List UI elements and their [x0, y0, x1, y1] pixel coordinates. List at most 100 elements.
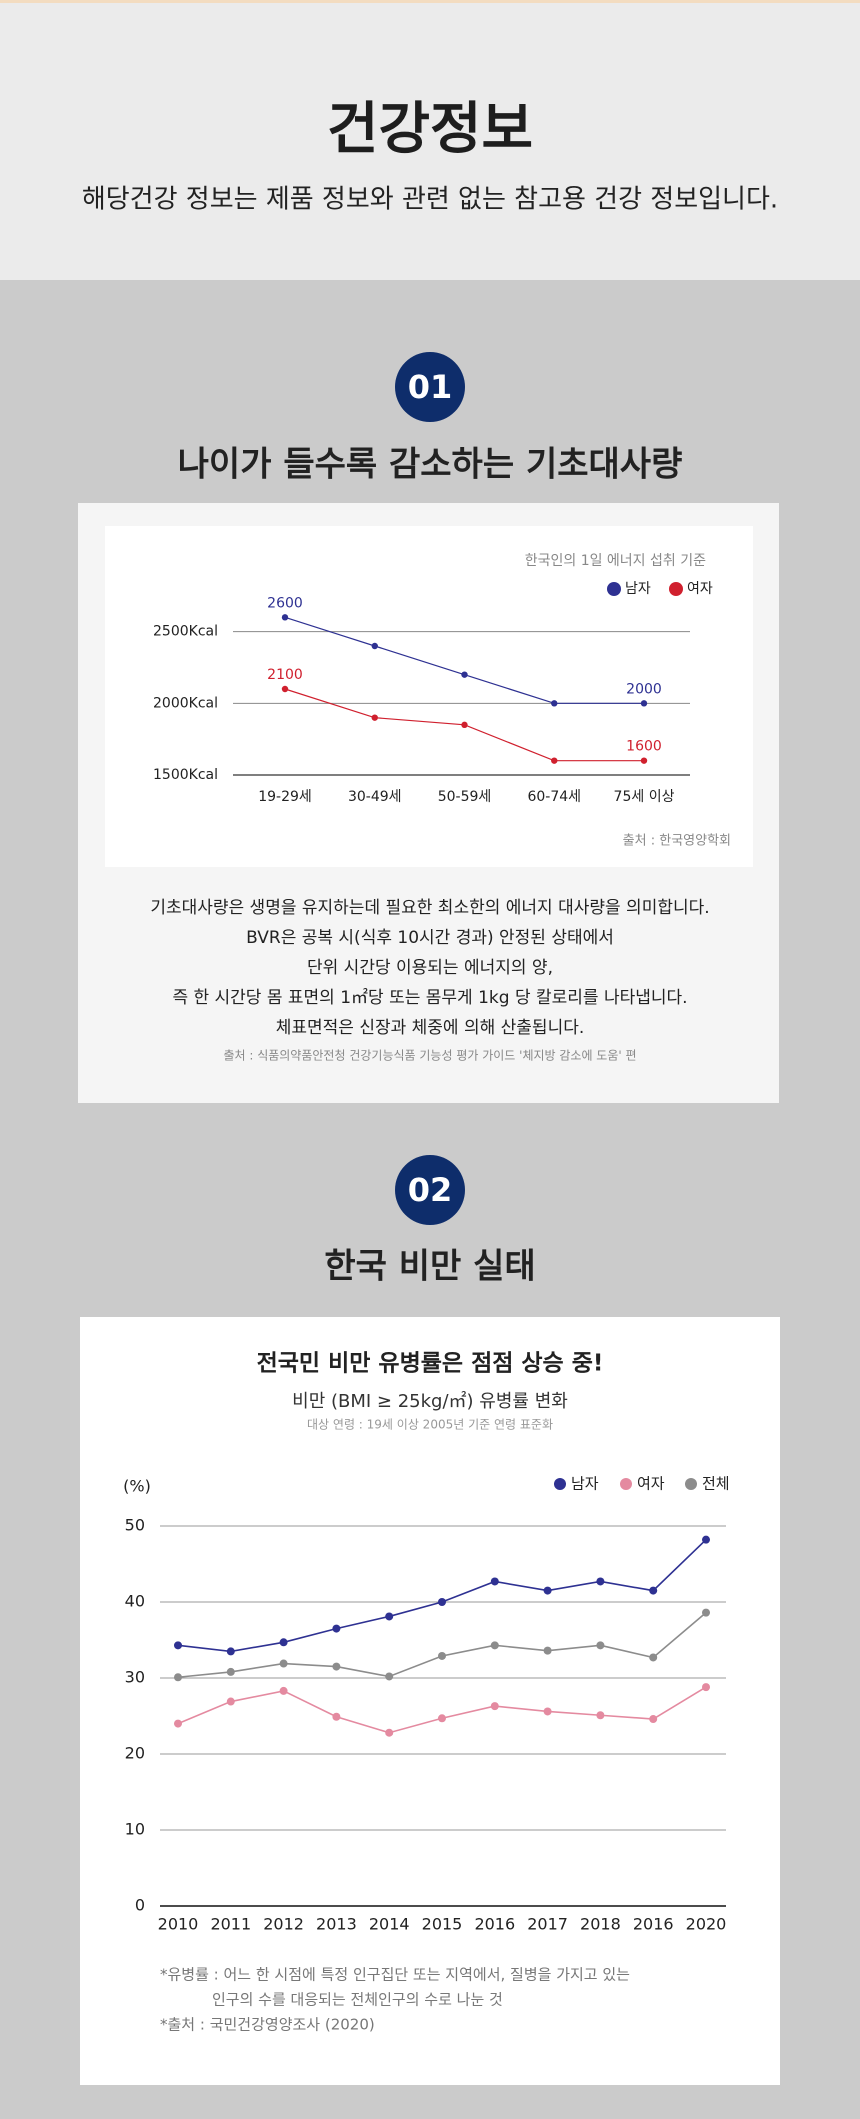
description-line: 체표면적은 신장과 체중에 의해 산출됩니다.: [276, 1018, 585, 1038]
data-point: [279, 1638, 288, 1647]
data-point: [596, 1641, 605, 1650]
data-point: [174, 1719, 182, 1728]
data-point: [332, 1712, 341, 1721]
x-tick-label: 2016: [474, 1915, 515, 1934]
x-tick-label: 2013: [316, 1915, 357, 1934]
x-tick-label: 2018: [580, 1915, 621, 1934]
data-point: [279, 1659, 288, 1668]
x-tick-label: 19-29세: [258, 789, 312, 805]
x-tick-label: 30-49세: [348, 789, 402, 805]
y-axis-label: (%): [123, 1477, 151, 1496]
legend-label: 전체: [702, 1475, 730, 1493]
x-tick-label: 2020: [686, 1915, 727, 1934]
legend-label: 여자: [687, 581, 713, 597]
data-point: [461, 671, 468, 678]
x-tick-label: 75세 이상: [614, 789, 675, 805]
y-tick-label: 2000Kcal: [153, 695, 218, 711]
data-label: 1600: [626, 739, 662, 755]
description-line: 즉 한 시간당 몸 표면의 1㎡당 또는 몸무게 1kg 당 칼로리를 나타냅니…: [172, 988, 687, 1008]
x-tick-label: 2014: [369, 1915, 410, 1934]
section-badge: [395, 352, 465, 422]
data-point: [702, 1535, 710, 1544]
data-point: [551, 757, 558, 764]
section-heading: 한국 비만 실태: [324, 1247, 535, 1287]
data-point: [640, 700, 648, 707]
y-tick-label: 2500Kcal: [153, 624, 218, 640]
data-point: [385, 1612, 394, 1621]
y-tick-label: 50: [125, 1516, 145, 1535]
description-source: 출처 : 식품의약품안전청 건강기능식품 기능성 평가 가이드 '체지방 감소에…: [223, 1048, 636, 1063]
data-point: [543, 1586, 552, 1595]
legend-swatch: [620, 1478, 632, 1490]
data-point: [226, 1667, 235, 1676]
footnote: *출처 : 국민건강영양조사 (2020): [160, 2016, 375, 2034]
data-point: [649, 1715, 658, 1724]
chart-subtitle: 비만 (BMI ≥ 25kg/㎡) 유병률 변화: [292, 1390, 568, 1412]
data-point: [279, 1686, 288, 1695]
legend-label: 남자: [625, 581, 651, 597]
page-subtitle: 해당건강 정보는 제품 정보와 관련 없는 참고용 건강 정보입니다.: [82, 185, 778, 215]
x-tick-label: 2010: [158, 1915, 199, 1934]
data-point: [461, 721, 468, 729]
data-point: [649, 1586, 658, 1595]
section-number: 02: [408, 1171, 453, 1209]
footnote: *유병률 : 어느 한 시점에 특정 인구집단 또는 지역에서, 질병을 가지고…: [160, 1966, 630, 1984]
description-line: BVR은 공복 시(식후 10시간 경과) 안정된 상태에서: [246, 928, 614, 948]
chart-title: 전국민 비만 유병률은 점점 상승 중!: [257, 1351, 604, 1377]
description-line: 기초대사량은 생명을 유지하는데 필요한 최소한의 에너지 대사량을 의미합니다…: [150, 898, 709, 918]
y-tick-label: 10: [125, 1820, 145, 1839]
data-point: [332, 1624, 341, 1633]
data-point: [490, 1702, 499, 1711]
description-line: 단위 시간당 이용되는 에너지의 양,: [307, 958, 553, 978]
x-tick-label: 60-74세: [527, 789, 581, 805]
data-point: [226, 1647, 235, 1656]
data-label: 2100: [267, 667, 303, 683]
description: 기초대사량은 생명을 유지하는데 필요한 최소한의 에너지 대사량을 의미합니다…: [150, 898, 709, 1038]
x-tick-label: 2015: [422, 1915, 463, 1934]
page-title: 건강정보: [327, 97, 533, 162]
data-point: [543, 1646, 552, 1655]
data-point: [438, 1714, 446, 1723]
section-number: 01: [408, 368, 453, 406]
chart-box: [105, 526, 753, 867]
data-point: [551, 700, 558, 707]
data-point: [281, 614, 289, 621]
data-point: [543, 1707, 552, 1716]
data-point: [640, 757, 648, 764]
y-tick-label: 20: [125, 1744, 145, 1763]
data-point: [174, 1673, 182, 1682]
data-point: [490, 1641, 499, 1650]
section-heading: 나이가 들수록 감소하는 기초대사량: [178, 445, 683, 485]
x-tick-label: 2016: [633, 1915, 674, 1934]
data-point: [332, 1662, 341, 1671]
y-tick-label: 0: [135, 1896, 145, 1915]
data-point: [371, 642, 378, 650]
data-label: 2000: [626, 681, 662, 697]
data-label: 2600: [267, 595, 303, 611]
data-point: [226, 1697, 235, 1706]
x-tick-label: 2011: [210, 1915, 251, 1934]
legend-label: 여자: [637, 1475, 665, 1493]
legend-label: 남자: [571, 1475, 599, 1493]
data-point: [385, 1728, 394, 1737]
y-tick-label: 40: [125, 1592, 145, 1611]
data-point: [702, 1683, 710, 1692]
legend-swatch: [669, 582, 683, 596]
data-point: [438, 1651, 446, 1660]
chart-source: 출처 : 한국영양학회: [623, 834, 731, 849]
data-point: [281, 685, 289, 693]
chart-note: 대상 연령 : 19세 이상 2005년 기준 연령 표준화: [307, 1418, 553, 1432]
data-point: [490, 1577, 499, 1586]
data-point: [702, 1608, 710, 1617]
legend-swatch: [607, 582, 621, 596]
data-point: [438, 1598, 446, 1606]
legend-swatch: [685, 1478, 697, 1490]
footnote: 인구의 수를 대응되는 전체인구의 수로 나눈 것: [212, 1991, 503, 2009]
y-tick-label: 30: [125, 1668, 145, 1687]
data-point: [649, 1653, 658, 1662]
data-point: [596, 1711, 605, 1720]
x-tick-label: 50-59세: [438, 789, 492, 805]
x-tick-label: 2017: [527, 1915, 568, 1934]
